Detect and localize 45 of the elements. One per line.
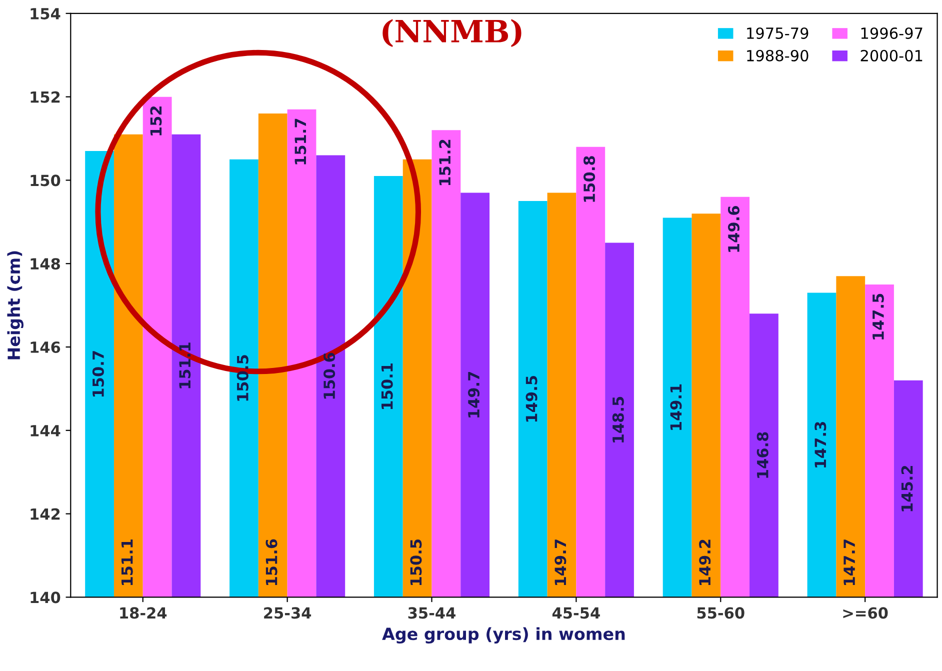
y-tick-label: 146 — [30, 341, 60, 354]
data-label: 149.6 — [728, 206, 740, 252]
data-label: 150.7 — [92, 351, 104, 397]
data-label: 150.1 — [381, 364, 393, 410]
x-tick-label: 55-60 — [697, 607, 744, 619]
x-axis-title: Age group (yrs) in women — [382, 627, 625, 644]
x-tick-label: >=60 — [843, 607, 888, 619]
data-label: 149.5 — [526, 376, 538, 422]
x-tick-label: 25-34 — [264, 607, 312, 619]
data-label: 149.1 — [670, 384, 682, 430]
data-label: 146.8 — [756, 432, 768, 478]
data-label: 149.7 — [554, 540, 566, 586]
y-tick-label: 144 — [30, 425, 60, 436]
data-label: 151.7 — [294, 118, 306, 164]
data-label: 151.1 — [179, 342, 191, 388]
data-label: 151.1 — [122, 539, 133, 586]
data-label: 150.6 — [324, 352, 336, 399]
x-tick-label: 35-44 — [408, 607, 456, 619]
y-tick-label: 152 — [30, 91, 60, 103]
y-axis-title: Height (cm) — [7, 251, 24, 360]
x-tick-label: 18-24 — [120, 607, 167, 619]
data-label: 147.3 — [814, 422, 826, 468]
data-label: 150.5 — [410, 540, 422, 586]
data-label: 150.8 — [584, 156, 596, 202]
legend-label: 1988-90 — [747, 50, 808, 62]
data-label: 151.2 — [439, 140, 451, 186]
legend-label: 1996-97 — [861, 27, 922, 39]
y-tick-label: 154 — [30, 8, 60, 20]
y-tick-label: 150 — [30, 174, 60, 186]
y-tick-label: 142 — [30, 508, 60, 520]
data-label: 152 — [150, 106, 162, 136]
data-label: 148.5 — [612, 396, 624, 442]
y-tick-label: 148 — [30, 258, 60, 270]
x-tick-label: 45-54 — [552, 607, 600, 619]
legend-label: 2000-01 — [860, 50, 922, 62]
y-tick-label: 140 — [30, 592, 60, 604]
data-label: 147.5 — [872, 294, 884, 340]
data-label: 149.7 — [468, 372, 480, 418]
data-label: 150.5 — [236, 355, 248, 401]
data-label: 149.2 — [699, 540, 711, 586]
data-label: 151.6 — [266, 539, 278, 586]
data-label: 145.2 — [901, 466, 913, 512]
chart-title: (NNMB) — [382, 19, 522, 48]
legend-label: 1975-79 — [747, 27, 808, 39]
data-label: 147.7 — [844, 540, 855, 586]
